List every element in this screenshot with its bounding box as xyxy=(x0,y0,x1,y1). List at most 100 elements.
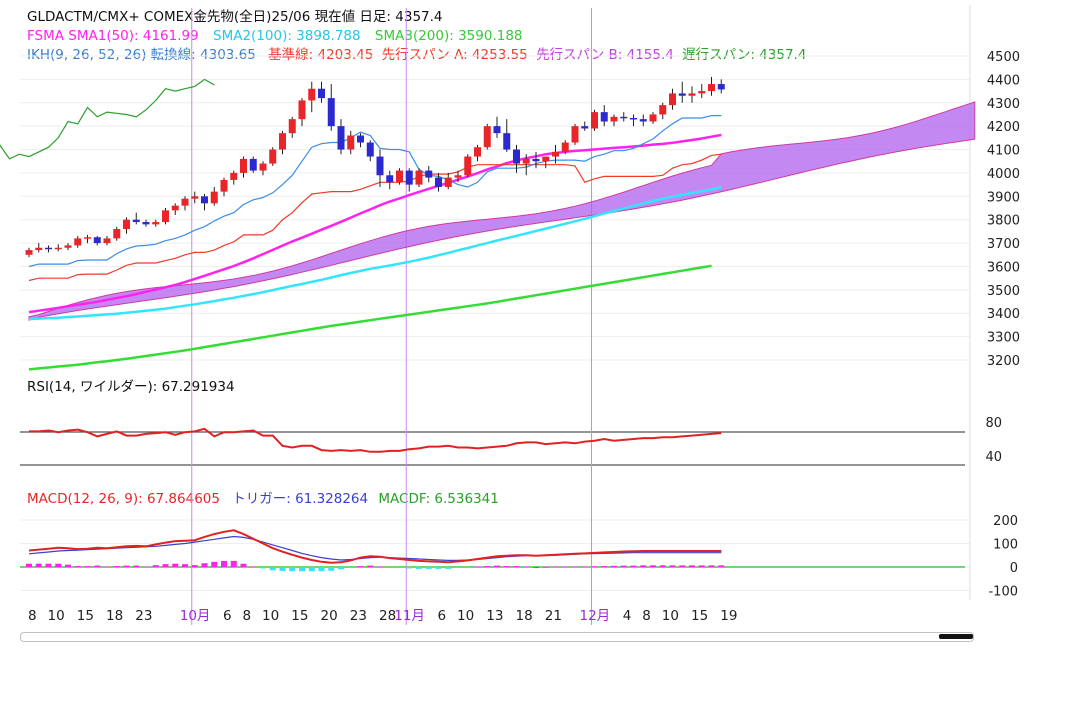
ichimoku-cloud xyxy=(28,101,976,321)
candle-body xyxy=(532,158,540,162)
macd-histogram-bar xyxy=(718,565,725,567)
x-tick-label: 6 xyxy=(223,608,232,624)
candle-body xyxy=(571,126,579,143)
macd-histogram-bar xyxy=(211,561,218,567)
rsi-title: RSI(14, ワイルダー): 67.291934 xyxy=(27,379,235,395)
candle-body xyxy=(396,170,403,183)
y-tick-label: 4500 xyxy=(987,50,1020,65)
y-tick-label: 4300 xyxy=(987,97,1020,112)
macd-histogram-bar xyxy=(55,563,62,567)
spanA-label: 先行スパン A: 4253.55 xyxy=(381,47,528,63)
y-tick-label: 4000 xyxy=(987,167,1020,182)
x-tick-label: 15 xyxy=(691,608,708,624)
macd-histogram-bar xyxy=(503,566,510,568)
macd-histogram-bar xyxy=(299,567,305,572)
candle-body xyxy=(649,114,657,122)
macd-histogram-bar xyxy=(84,566,91,568)
candle-body xyxy=(376,156,384,176)
macd-histogram-bar xyxy=(35,563,42,567)
x-month-label: 10月 xyxy=(180,608,211,624)
y-tick-label: 3300 xyxy=(987,331,1020,346)
macd-histogram-bar xyxy=(689,565,695,567)
macd-histogram-bar xyxy=(65,564,71,567)
chart-title: GLDACTM/CMX+ COMEX金先物(全日)25/06 現在値 日足: 4… xyxy=(27,9,443,25)
macd-histogram-bar xyxy=(455,567,461,568)
macd-histogram-bar xyxy=(260,567,266,569)
y-tick-label: 4200 xyxy=(987,120,1020,135)
macd-histogram-bar xyxy=(650,565,656,567)
macd-histogram-bar xyxy=(377,566,383,568)
candle-body xyxy=(425,170,433,178)
candle-body xyxy=(591,112,598,129)
x-tick-label: 28 xyxy=(379,608,396,624)
macd-histogram-bar xyxy=(708,565,715,567)
candle-body xyxy=(308,88,316,101)
sma2-label: SMA2(100): 3898.788 xyxy=(213,28,361,44)
candle-body xyxy=(45,247,52,250)
candle-body xyxy=(103,238,111,244)
candle-body xyxy=(513,149,520,164)
macd-histogram-bar xyxy=(318,567,325,572)
macd-histogram-bar xyxy=(396,567,403,568)
x-tick-label: 15 xyxy=(77,608,94,624)
candle-body xyxy=(123,219,130,230)
x-tick-label: 19 xyxy=(720,608,737,624)
candle-body xyxy=(54,247,62,250)
macd-tick-label: 100 xyxy=(993,538,1018,553)
macd-histogram-bar xyxy=(484,566,491,568)
candle-body xyxy=(259,163,267,171)
candle-body xyxy=(405,170,413,185)
candle-body xyxy=(698,91,706,94)
candle-body xyxy=(386,175,394,183)
candle-body xyxy=(210,191,218,204)
x-tick-label: 6 xyxy=(438,608,447,624)
candle-body xyxy=(35,247,43,251)
macd-histogram-bar xyxy=(269,567,276,571)
scrollbar-thumb[interactable] xyxy=(939,634,973,639)
x-tick-label: 10 xyxy=(457,608,474,624)
candle-body xyxy=(483,126,491,148)
candle-body xyxy=(113,229,121,239)
x-tick-label: 21 xyxy=(545,608,562,624)
rsi-line xyxy=(29,427,722,453)
macd-histogram-bar xyxy=(201,563,208,567)
macd-histogram-bar xyxy=(445,567,452,569)
x-tick-label: 13 xyxy=(486,608,503,624)
candle-body xyxy=(93,237,101,244)
x-tick-label: 4 xyxy=(623,608,632,624)
candle-body xyxy=(220,179,228,192)
candle-body xyxy=(25,250,33,255)
candle-body xyxy=(347,135,355,150)
macd-histogram-bar xyxy=(620,565,627,567)
sma3-label: SMA3(200): 3590.188 xyxy=(374,28,523,44)
sma2-line xyxy=(28,186,722,321)
macd-histogram-bar xyxy=(74,566,81,568)
macd-histogram-bar xyxy=(152,565,159,567)
candle-body xyxy=(230,172,238,180)
macd-legend-row: MACD(12, 26, 9): 67.864605 トリガー: 61.3282… xyxy=(27,491,499,507)
candle-body xyxy=(454,175,462,178)
candle-body xyxy=(503,133,511,150)
candle-body xyxy=(201,196,208,204)
candle-body xyxy=(142,222,150,225)
macd-histogram-bar xyxy=(640,565,647,567)
macd-histogram-bar xyxy=(113,566,120,568)
candle-body xyxy=(84,237,91,239)
candle-body xyxy=(64,245,72,248)
y-tick-label: 3500 xyxy=(987,284,1020,299)
y-tick-label: 3800 xyxy=(987,214,1020,229)
candle-body xyxy=(162,210,169,223)
chart-scrollbar[interactable] xyxy=(20,632,974,642)
macd-histogram-bar xyxy=(533,567,539,568)
macd-histogram-bar xyxy=(104,566,110,568)
kijun-label: 基準線: 4203.45 xyxy=(268,47,374,63)
macd-histogram-bar xyxy=(464,567,471,568)
x-tick-label: 8 xyxy=(243,608,252,624)
candle-body xyxy=(288,119,296,134)
candle-body xyxy=(552,151,559,157)
candle-body xyxy=(444,177,452,187)
x-tick-label: 23 xyxy=(350,608,367,624)
macd-histogram-bar xyxy=(425,567,432,569)
x-tick-label: 10 xyxy=(262,608,279,624)
x-tick-label: 10 xyxy=(662,608,679,624)
